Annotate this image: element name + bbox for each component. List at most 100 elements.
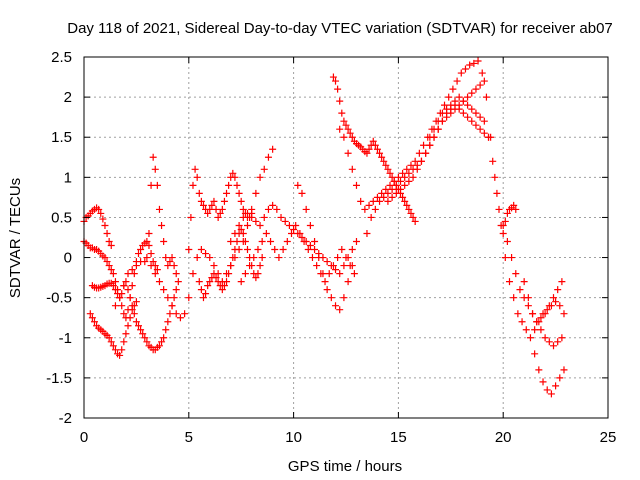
data-point: [558, 334, 566, 342]
data-point: [212, 205, 220, 213]
data-point: [422, 149, 430, 157]
data-point: [168, 254, 176, 262]
data-point: [111, 302, 119, 310]
data-point: [134, 322, 142, 330]
data-point: [378, 189, 386, 197]
data-point: [122, 330, 130, 338]
data-point: [256, 262, 264, 270]
data-point: [197, 197, 205, 205]
data-point: [132, 262, 140, 270]
data-point: [348, 165, 356, 173]
data-point: [350, 270, 358, 278]
data-point: [411, 157, 419, 165]
x-tick-label: 5: [185, 429, 193, 446]
data-point: [480, 117, 488, 125]
y-tick-label: 1.5: [51, 129, 72, 146]
y-tick-label: -1.5: [46, 370, 72, 387]
data-point: [99, 215, 107, 223]
data-point: [166, 258, 174, 266]
data-point: [187, 213, 195, 221]
y-tick-label: 2: [64, 89, 72, 106]
data-point: [407, 161, 415, 169]
data-point: [323, 258, 331, 266]
data-point: [252, 274, 260, 282]
data-point: [109, 342, 117, 350]
data-point: [254, 246, 262, 254]
axes: 0 5 10 15 20 25 -2 -1.5 -1 -0.5 0 0.5 1 1.5 2 2.5: [46, 49, 616, 446]
data-point: [220, 197, 228, 205]
data-point: [403, 165, 411, 173]
data-point: [455, 101, 463, 109]
data-point: [399, 169, 407, 177]
data-point: [210, 262, 218, 270]
data-point: [197, 286, 205, 294]
data-point: [451, 105, 459, 113]
x-tick-label: 20: [495, 429, 512, 446]
data-point: [214, 213, 222, 221]
data-point: [283, 238, 291, 246]
data-point: [376, 149, 384, 157]
data-point: [170, 294, 178, 302]
data-point: [137, 246, 145, 254]
data-point: [147, 250, 155, 258]
data-point: [260, 213, 268, 221]
data-point: [547, 302, 555, 310]
data-point: [191, 165, 199, 173]
data-point: [285, 221, 293, 229]
data-point: [239, 213, 247, 221]
data-point: [493, 189, 501, 197]
data-point: [501, 254, 509, 262]
data-point: [256, 221, 264, 229]
data-point: [141, 258, 149, 266]
data-point: [189, 181, 197, 189]
data-point: [311, 246, 319, 254]
data-point: [155, 342, 163, 350]
data-point: [273, 205, 281, 213]
data-point: [547, 390, 555, 398]
data-point: [338, 109, 346, 117]
data-point: [145, 229, 153, 237]
data-point: [459, 109, 467, 117]
data-point: [139, 330, 147, 338]
data-point: [181, 310, 189, 318]
x-tick-label: 10: [285, 429, 302, 446]
data-point: [164, 318, 172, 326]
data-point: [298, 189, 306, 197]
data-point: [332, 302, 340, 310]
data-point: [143, 338, 151, 346]
data-point: [225, 270, 233, 278]
data-point: [323, 286, 331, 294]
data-point: [172, 310, 180, 318]
data-point: [120, 338, 128, 346]
data-point: [164, 294, 172, 302]
data-point: [149, 153, 157, 161]
data-point: [541, 334, 549, 342]
data-point: [292, 221, 300, 229]
data-point: [162, 254, 170, 262]
data-point: [111, 346, 119, 354]
data-point: [482, 93, 490, 101]
data-point: [193, 254, 201, 262]
data-point: [223, 189, 231, 197]
data-point: [447, 109, 455, 117]
data-point: [235, 221, 243, 229]
data-point: [304, 246, 312, 254]
data-point: [290, 225, 298, 233]
series-arc-5: [111, 153, 180, 310]
data-point: [160, 238, 168, 246]
data-point: [334, 254, 342, 262]
data-point: [269, 145, 277, 153]
data-point: [319, 270, 327, 278]
data-point: [340, 133, 348, 141]
data-point: [409, 173, 417, 181]
data-point: [342, 121, 350, 129]
y-tick-label: -2: [59, 410, 72, 427]
data-point: [468, 89, 476, 97]
y-tick-label: 2.5: [51, 49, 72, 66]
data-point: [396, 185, 404, 193]
data-point: [86, 310, 94, 318]
data-point: [120, 282, 128, 290]
data-point: [197, 246, 205, 254]
x-axis-label: GPS time / hours: [288, 458, 402, 475]
